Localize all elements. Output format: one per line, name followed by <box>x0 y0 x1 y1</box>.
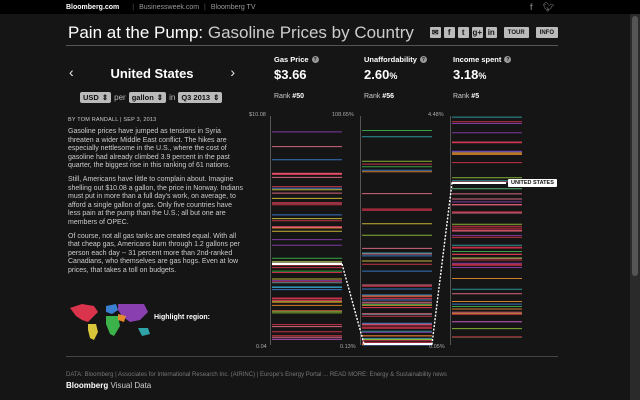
page-title: Pain at the Pump: Gasoline Prices by Cou… <box>68 23 414 43</box>
axis-min-label: 0.13% <box>340 344 356 350</box>
highlight-region-label: Highlight region: <box>154 314 210 321</box>
help-icon[interactable]: ? <box>419 56 427 63</box>
divider <box>66 356 558 357</box>
footer-brand-bold: Bloomberg <box>66 381 109 390</box>
chevron-updown-icon: ⇕ <box>213 93 220 102</box>
scrollbar[interactable] <box>630 14 640 400</box>
axis-min-label: 0.05% <box>429 344 445 350</box>
twitter-icon[interactable]: t <box>457 27 469 38</box>
rank-label: Rank <box>364 93 381 100</box>
chevron-updown-icon: ⇕ <box>101 93 109 102</box>
metric-label: Gas Price <box>274 55 309 64</box>
chevron-updown-icon: ⇕ <box>156 93 164 102</box>
map-middle-east[interactable] <box>118 314 126 322</box>
axis-max-label: $10.08 <box>249 112 266 118</box>
period-value: Q3 2013 <box>181 93 211 102</box>
footer-brand-rest: Visual Data <box>110 381 152 390</box>
metric-unit: % <box>478 71 487 81</box>
byline: BY TOM RANDALL | SEP 3, 2013 <box>68 117 157 123</box>
per-label: per <box>114 93 126 102</box>
page-header: Pain at the Pump: Gasoline Prices by Cou… <box>66 22 558 46</box>
help-icon[interactable]: ? <box>504 56 512 63</box>
tour-button[interactable]: TOUR <box>503 27 529 38</box>
map-europe[interactable] <box>106 304 118 314</box>
metric-label: Income spent <box>453 55 502 64</box>
title-main: Pain at the Pump: <box>68 23 204 42</box>
businessweek-link[interactable]: Businessweek.com <box>139 3 200 11</box>
help-icon[interactable]: ? <box>311 56 319 63</box>
metric-value: 3.18 <box>453 67 479 82</box>
paragraph: Of course, not all gas tanks are created… <box>68 232 240 274</box>
country-selector: ‹ United States › <box>66 64 238 84</box>
axis-min-label: 0.04 <box>256 344 267 350</box>
rank-label: Rank <box>453 93 470 100</box>
title-sub: Gasoline Prices by Country <box>207 23 414 42</box>
next-country-button[interactable]: › <box>230 64 235 80</box>
selected-country-tag: UNITED STATES <box>508 179 557 187</box>
unit-dropdown[interactable]: gallon ⇕ <box>128 92 167 103</box>
divider: | <box>204 3 206 11</box>
divider: | <box>132 3 135 11</box>
map-north-america[interactable] <box>70 304 98 322</box>
metric-unit: % <box>389 71 398 81</box>
metric-value: 2.60 <box>364 67 390 82</box>
axis-line <box>450 116 451 345</box>
linkedin-icon[interactable]: in <box>485 27 497 38</box>
axis-max-label: 4.48% <box>428 112 444 118</box>
footer-brand[interactable]: Bloomberg Visual Data <box>66 381 151 390</box>
map-africa[interactable] <box>106 316 120 336</box>
metric-label: Unaffordability <box>364 55 417 64</box>
rank-value: #5 <box>471 93 480 100</box>
rank-value: #56 <box>382 93 394 100</box>
facebook-icon[interactable]: f <box>530 2 533 12</box>
scrollbar-thumb[interactable] <box>632 16 638 276</box>
paragraph: Still, Americans have little to complain… <box>68 175 243 226</box>
country-name: United States <box>110 66 194 81</box>
currency-dropdown[interactable]: USD ⇕ <box>80 92 112 103</box>
world-map[interactable] <box>68 300 154 342</box>
unit-controls: USD ⇕ per gallon ⇕ in Q3 2013 ⇕ <box>80 92 223 103</box>
prev-country-button[interactable]: ‹ <box>69 64 74 80</box>
axis-line <box>270 116 271 345</box>
paragraph: Gasoline prices have jumped as tensions … <box>68 128 231 170</box>
rank-label: Rank <box>274 93 291 100</box>
bloomberg-link[interactable]: Bloomberg.com <box>66 3 120 11</box>
in-label: in <box>169 93 176 102</box>
top-nav-bar: Bloomberg.com | Businessweek.com | Bloom… <box>0 0 640 14</box>
article-text: Gasoline prices have jumped as tensions … <box>68 128 244 281</box>
info-button[interactable]: INFO <box>535 27 558 38</box>
metric-value: $3.66 <box>274 67 307 82</box>
axis-max-label: 108.65% <box>332 112 354 118</box>
metric-gas-price: Gas Price? $3.66 Rank #50 <box>274 55 364 100</box>
email-icon[interactable]: ✉ <box>429 27 441 38</box>
facebook-icon[interactable]: f <box>443 27 455 38</box>
axis-line <box>360 116 361 345</box>
map-south-america[interactable] <box>88 324 98 340</box>
rank-value: #50 <box>292 93 304 100</box>
twitter-icon[interactable]: 🐦︎ <box>542 2 554 12</box>
unit-value: gallon <box>131 93 154 102</box>
share-bar: ✉ f t g+ in TOUR INFO <box>429 27 558 38</box>
currency-value: USD <box>83 93 99 102</box>
metric-income-spent: Income spent? 3.18% Rank #5 <box>453 55 543 100</box>
bloomberg-tv-link[interactable]: Bloomberg TV <box>210 3 256 11</box>
period-dropdown[interactable]: Q3 2013 ⇕ <box>178 92 223 103</box>
googleplus-icon[interactable]: g+ <box>471 27 483 38</box>
metric-unaffordability: Unaffordability? 2.60% Rank #56 <box>364 55 454 100</box>
map-oceania[interactable] <box>138 328 150 336</box>
sources-text: DATA: Bloomberg | Associates for Interna… <box>66 372 447 378</box>
